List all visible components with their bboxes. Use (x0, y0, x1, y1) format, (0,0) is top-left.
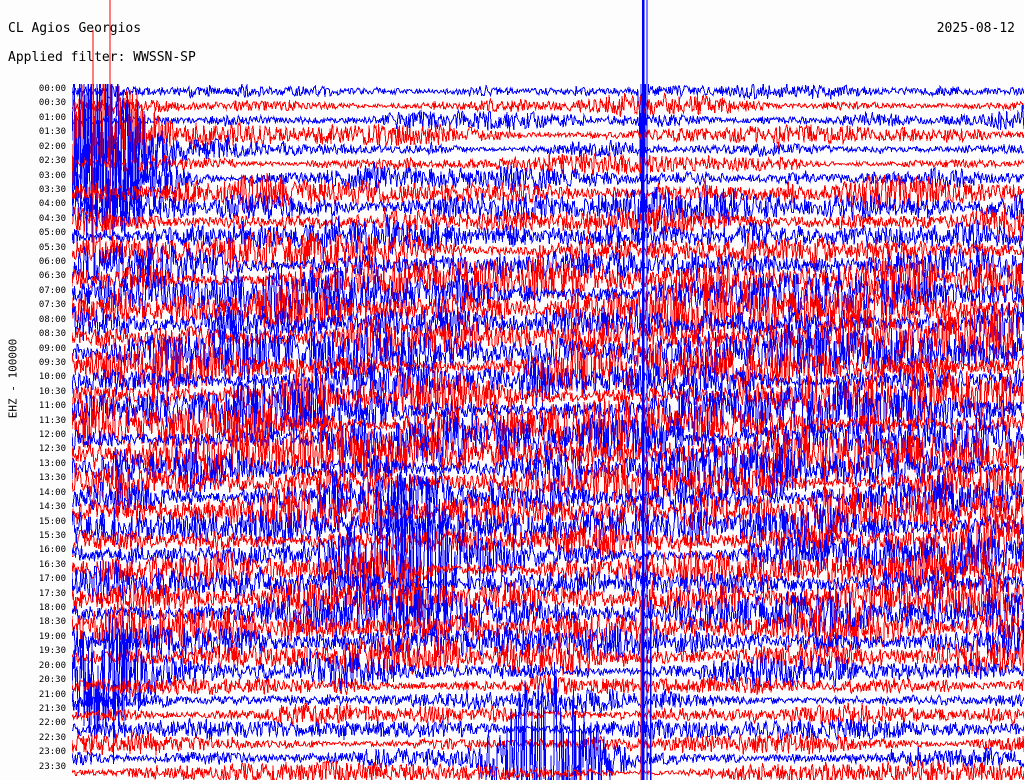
trace-row (72, 687, 1024, 715)
time-tick-label: 18:00 (38, 603, 66, 613)
time-tick-label: 06:30 (38, 271, 66, 282)
trace-row (72, 759, 1024, 780)
time-tick-label: 13:00 (38, 458, 66, 469)
time-axis: 00:00 00:30 01:00 01:30 02:00 02:30 03:00 03:30… (0, 84, 70, 776)
trace-row (72, 279, 1024, 341)
trace-row (72, 614, 1024, 662)
trace-row (72, 438, 1024, 501)
time-tick-label: 14:30 (38, 502, 66, 513)
time-tick-label: 13:30 (38, 473, 66, 484)
trace-row (72, 460, 1024, 507)
time-tick-label: 11:30 (38, 415, 66, 426)
trace-row (72, 363, 1024, 432)
time-tick-label: 17:00 (38, 574, 66, 585)
trace-row (72, 296, 1024, 369)
time-tick-label: 16:00 (38, 545, 66, 556)
time-tick-label: 17:30 (38, 588, 66, 599)
helicorder-plot (72, 84, 1024, 780)
trace-row (72, 673, 1024, 698)
seismogram-traces (72, 84, 1024, 780)
trace-row (72, 414, 1024, 496)
time-tick-label: 06:00 (38, 257, 66, 267)
trace-row (72, 202, 1024, 244)
trace-row (72, 513, 1024, 568)
trace-row (72, 476, 1024, 638)
trace-row (72, 702, 1024, 727)
time-tick-label: 22:30 (38, 732, 66, 743)
time-tick-label: 02:00 (38, 141, 66, 152)
time-tick-label: 21:30 (38, 703, 66, 714)
time-tick-label: 00:30 (38, 98, 66, 109)
time-tick-label: 19:00 (38, 631, 66, 642)
trace-row (72, 559, 1024, 604)
trace-row (72, 603, 1024, 656)
trace-row (72, 339, 1024, 403)
trace-row (72, 717, 1024, 743)
time-tick-label: 23:30 (38, 761, 66, 772)
applied-filter-label: Applied filter: WWSSN-SP (8, 50, 196, 65)
time-tick-label: 08:30 (38, 329, 66, 340)
page-title: CL Agios Georgios (8, 21, 142, 36)
trace-row (72, 172, 1024, 213)
time-tick-label: 18:30 (38, 617, 66, 628)
time-tick-label: 09:30 (38, 357, 66, 368)
trace-row (72, 84, 1024, 209)
time-tick-label: 12:00 (38, 430, 66, 440)
trace-row (72, 581, 1024, 640)
time-tick-label: 21:00 (38, 689, 66, 700)
time-tick-label: 03:00 (38, 170, 66, 181)
trace-row (72, 184, 1024, 235)
trace-row (72, 84, 1024, 241)
time-tick-label: 01:30 (38, 127, 66, 138)
time-tick-label: 14:00 (38, 487, 66, 498)
trace-row (72, 612, 1024, 765)
time-tick-label: 11:00 (38, 401, 66, 412)
time-tick-label: 10:00 (38, 372, 66, 383)
date-label: 2025-08-12 (936, 21, 1015, 36)
time-tick-label: 05:00 (38, 228, 66, 239)
trace-row (72, 630, 1024, 680)
time-tick-label: 15:00 (38, 516, 66, 527)
time-tick-label: 02:30 (38, 156, 66, 167)
time-tick-label: 20:00 (38, 660, 66, 671)
time-tick-label: 05:30 (38, 242, 66, 253)
time-tick-label: 00:00 (38, 84, 66, 94)
trace-row (72, 104, 1024, 131)
time-tick-label: 08:00 (38, 314, 66, 325)
time-tick-label: 04:00 (38, 199, 66, 210)
trace-row (72, 92, 1024, 117)
trace-row (72, 84, 1024, 243)
trace-row (72, 661, 1024, 780)
time-tick-label: 19:30 (38, 646, 66, 657)
trace-row (72, 542, 1024, 593)
time-tick-label: 10:30 (38, 386, 66, 397)
trace-row (72, 230, 1024, 277)
time-tick-label: 07:00 (38, 285, 66, 296)
time-tick-label: 04:30 (38, 213, 66, 224)
trace-row (72, 503, 1024, 551)
trace-row (72, 575, 1024, 627)
time-tick-label: 03:30 (38, 184, 66, 195)
trace-row (72, 731, 1024, 756)
time-tick-label: 16:30 (38, 559, 66, 570)
trace-row (72, 214, 1024, 260)
trace-row (72, 121, 1024, 239)
time-tick-label: 09:00 (38, 343, 66, 354)
time-tick-label: 07:30 (38, 300, 66, 311)
time-tick-label: 15:30 (38, 530, 66, 541)
trace-row (72, 395, 1024, 457)
time-tick-label: 12:30 (38, 444, 66, 455)
time-tick-label: 22:00 (38, 718, 66, 729)
time-tick-label: 01:00 (38, 112, 66, 123)
time-tick-label: 20:30 (38, 675, 66, 686)
time-tick-label: 23:00 (38, 747, 66, 758)
trace-row (72, 465, 1024, 526)
